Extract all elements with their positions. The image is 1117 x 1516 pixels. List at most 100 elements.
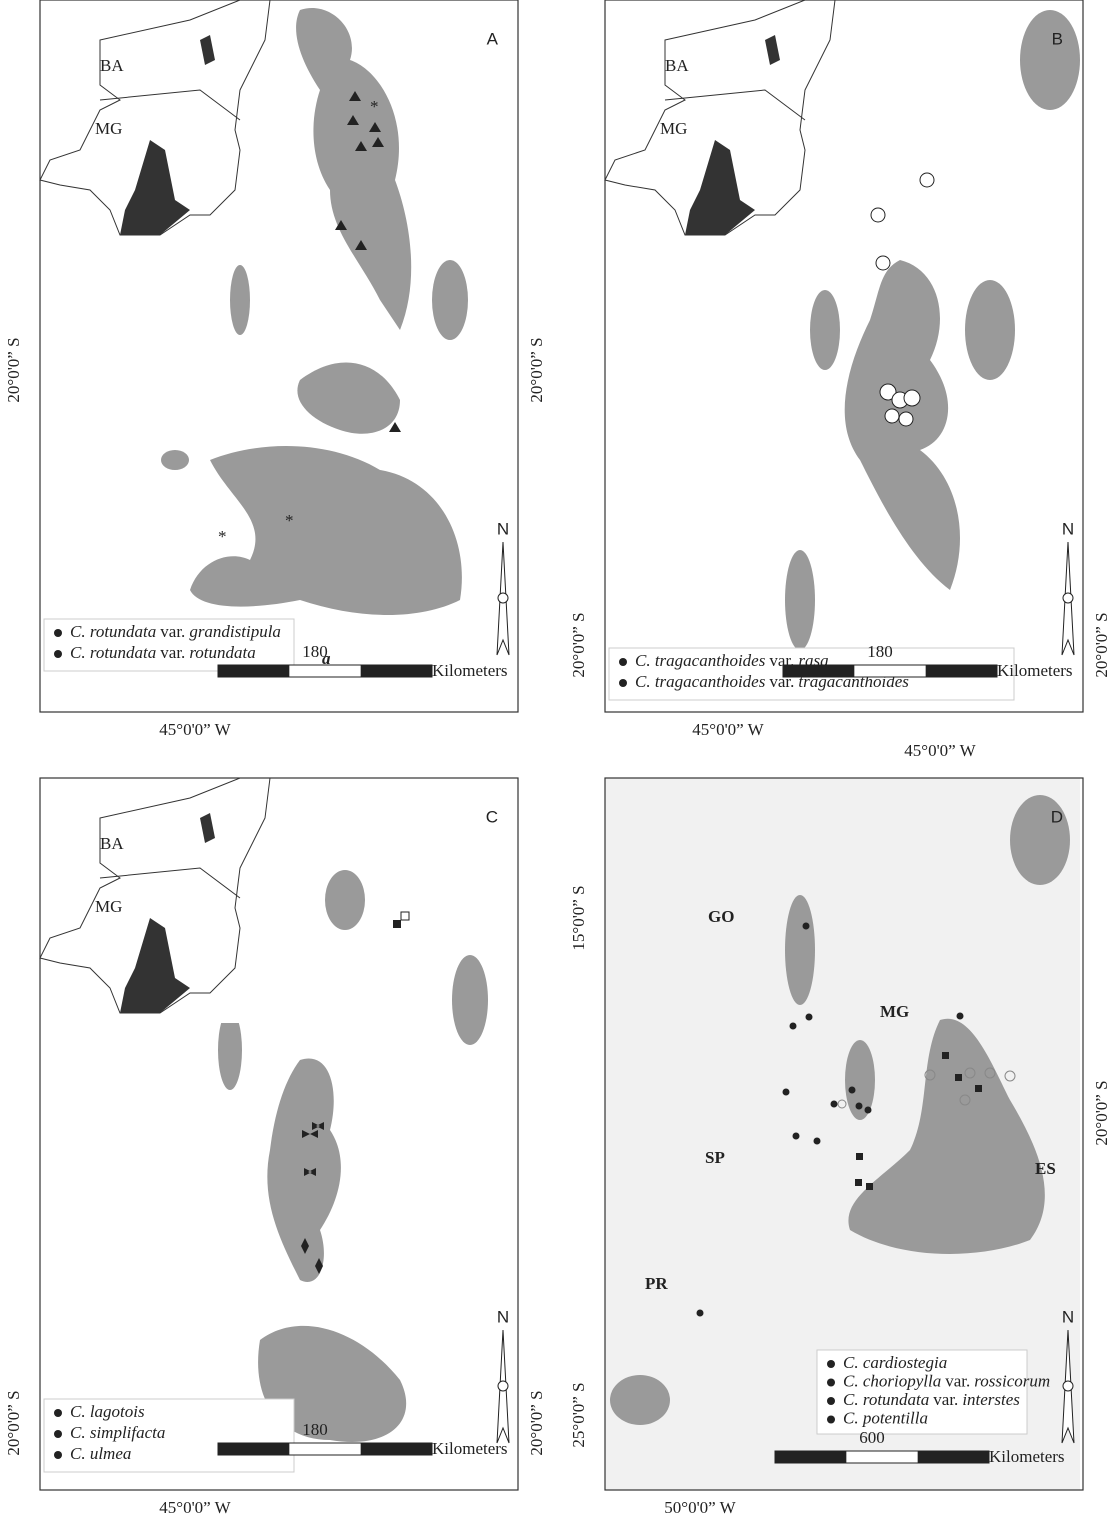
panel-letter: D (1051, 807, 1063, 826)
highland (785, 895, 815, 1005)
coordinate-label: 20°0'0” S (1092, 1080, 1111, 1145)
species-name: C. potentilla (843, 1408, 928, 1427)
coordinate-label: 20°0'0” S (527, 1390, 546, 1455)
variety: grandistipula (189, 622, 281, 641)
species-name: C. rotundata (70, 643, 156, 662)
legend-symbol (827, 1416, 835, 1424)
legend-symbol (54, 629, 62, 637)
legend-symbol (54, 1430, 62, 1438)
legend-entry: C. lagotois (70, 1402, 145, 1421)
variety: rossicorum (974, 1371, 1050, 1390)
figure: * * * BA MG (0, 0, 1117, 1516)
panel-letter: A (487, 29, 499, 48)
state-label: PR (645, 1274, 668, 1293)
rank: var. (945, 1371, 970, 1390)
inset-label: MG (95, 897, 122, 916)
scale-unit: Kilometers (432, 661, 508, 680)
north-arrow (1063, 593, 1073, 603)
legend-entry: C. cardiostegia (843, 1353, 947, 1372)
highland (785, 550, 815, 650)
state-label: SP (705, 1148, 725, 1167)
species-name: C. tragacanthoides (635, 651, 766, 670)
highland (325, 870, 365, 930)
inset-label: MG (660, 119, 687, 138)
svg-text:*: * (218, 527, 227, 546)
coordinate-label: 15°0'0” S (569, 885, 588, 950)
scale-label: 180 (302, 1420, 328, 1439)
north-arrow (498, 1381, 508, 1391)
legend-entry: C. potentilla (843, 1408, 928, 1427)
coordinate-label: 45°0'0” W (692, 720, 764, 739)
scale-bar (918, 1451, 989, 1463)
scale-bar (775, 1451, 846, 1463)
species-name: C. cardiostegia (843, 1353, 947, 1372)
highland (452, 955, 488, 1045)
inset-label: BA (100, 56, 124, 75)
species-name: C. choriopylla (843, 1371, 941, 1390)
panel-letter: C (486, 807, 498, 826)
scale-unit: Kilometers (432, 1439, 508, 1458)
state-label: MG (880, 1002, 909, 1021)
coordinate-label: 20°0'0” S (1092, 612, 1111, 677)
legend-symbol (827, 1360, 835, 1368)
scale-label: 180 (302, 642, 328, 661)
coordinate-label: 20°0'0” S (4, 337, 23, 402)
svg-text:*: * (370, 97, 379, 116)
legend-symbol (619, 679, 627, 687)
coordinate-label: 20°0'0” S (569, 612, 588, 677)
coordinate-label: 45°0'0” W (904, 741, 976, 760)
north-arrow (1063, 1381, 1073, 1391)
scale-bar (783, 665, 854, 677)
north-label: N (497, 1307, 509, 1326)
legend-symbol (54, 1451, 62, 1459)
scale-bar (361, 1443, 432, 1455)
north-label: N (1062, 519, 1074, 538)
highland (1020, 10, 1080, 110)
state-label: GO (708, 907, 734, 926)
highland (230, 265, 250, 335)
legend-symbol (827, 1379, 835, 1387)
variety: rotundata (189, 643, 255, 662)
highland (161, 450, 189, 470)
legend-symbol (54, 1409, 62, 1417)
coordinate-label: 20°0'0” S (527, 337, 546, 402)
species-name: C. tragacanthoides (635, 672, 766, 691)
rank: var. (160, 622, 185, 641)
legend-entry: C. simplifacta (70, 1423, 165, 1442)
svg-text:*: * (285, 511, 294, 530)
species-name: C. simplifacta (70, 1423, 165, 1442)
north-label: N (497, 519, 509, 538)
scale-label: 600 (859, 1428, 885, 1447)
rank: var. (933, 1390, 958, 1409)
highland (965, 280, 1015, 380)
inset-label: BA (100, 834, 124, 853)
coordinate-label: 20°0'0” S (4, 1390, 23, 1455)
highland (810, 290, 840, 370)
species-name: C. rotundata (843, 1390, 929, 1409)
state-label: ES (1035, 1159, 1056, 1178)
coordinate-label: 45°0'0” W (159, 1498, 231, 1516)
species-name: C. rotundata (70, 622, 156, 641)
north-arrow (498, 593, 508, 603)
inset-label: BA (665, 56, 689, 75)
legend-symbol (827, 1397, 835, 1405)
legend-entry: C. ulmea (70, 1444, 131, 1463)
coordinate-label: 45°0'0” W (159, 720, 231, 739)
highland (610, 1375, 670, 1425)
inset-label: MG (95, 119, 122, 138)
species-name: C. ulmea (70, 1444, 131, 1463)
scale-bar (218, 665, 289, 677)
scale-unit: Kilometers (997, 661, 1073, 680)
scale-bar (926, 665, 997, 677)
scale-bar (218, 1443, 289, 1455)
legend-symbol (619, 658, 627, 666)
scale-unit: Kilometers (989, 1447, 1065, 1466)
coordinate-label: 25°0'0” S (569, 1382, 588, 1447)
variety: interstes (962, 1390, 1020, 1409)
scale-label: 180 (867, 642, 893, 661)
north-label: N (1062, 1307, 1074, 1326)
